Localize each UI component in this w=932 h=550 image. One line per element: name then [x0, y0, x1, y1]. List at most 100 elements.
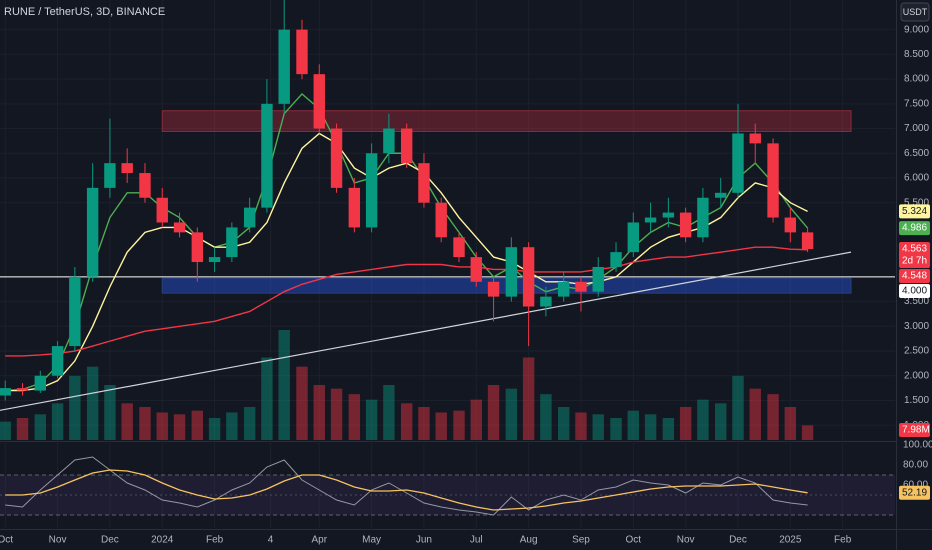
- x-tick-label: Oct: [0, 535, 13, 546]
- candle-body: [69, 276, 81, 347]
- rsi-line: [5, 456, 808, 516]
- y-tick-label: 8.000: [904, 74, 929, 85]
- y-tick-label: 3.000: [904, 321, 929, 332]
- price-label-box: [899, 204, 930, 219]
- candle-body: [435, 202, 447, 238]
- volume-bar: [801, 425, 814, 440]
- x-tick-label: Apr: [311, 535, 327, 546]
- candle-body: [156, 197, 168, 223]
- price-label: 4.548: [902, 271, 927, 282]
- currency-button[interactable]: [900, 2, 930, 22]
- volume-label: 7.98M: [902, 425, 930, 436]
- y-tick-label: 1.500: [904, 395, 929, 406]
- price-label-box: [899, 221, 930, 236]
- candle-body: [383, 128, 395, 154]
- x-tick-label: Oct: [626, 535, 642, 546]
- volume-bar: [330, 388, 343, 440]
- volume-bar: [51, 403, 64, 440]
- volume-bar: [592, 414, 604, 440]
- volume-label-box: [899, 423, 930, 437]
- x-tick-label: Aug: [520, 535, 538, 546]
- price-label-box: [899, 242, 930, 269]
- volume-bar: [86, 366, 99, 440]
- x-tick-label: Nov: [49, 535, 67, 546]
- x-tick-label: Nov: [677, 535, 695, 546]
- y-tick-label: 3.500: [904, 296, 929, 307]
- candle-body: [16, 388, 29, 391]
- volume-bar: [208, 418, 221, 440]
- y-tick-label: 2.000: [904, 370, 929, 381]
- candle-body: [348, 187, 361, 228]
- candle-body: [697, 197, 709, 238]
- y-tick-label: 9.000: [904, 24, 929, 35]
- candle-body: [592, 266, 604, 292]
- volume-bar: [557, 407, 570, 440]
- candle-body: [749, 133, 761, 144]
- y-tick-label: 8.500: [904, 49, 929, 60]
- candle-body: [453, 237, 465, 258]
- volume-bar: [156, 412, 168, 440]
- candle-body: [557, 281, 570, 297]
- candle-body: [139, 173, 151, 198]
- candle-body: [540, 296, 552, 307]
- currency-label[interactable]: USDT: [903, 7, 928, 17]
- price-label-box: [899, 284, 930, 299]
- candle-body: [243, 207, 256, 228]
- volume-bar: [0, 421, 11, 440]
- candle-body: [505, 247, 518, 297]
- candle-body: [34, 375, 47, 391]
- candle-body: [365, 153, 378, 228]
- candle-body: [208, 257, 221, 263]
- moving-average: [5, 246, 808, 357]
- candle-body: [487, 281, 500, 297]
- candle-body: [662, 212, 675, 218]
- candle-body: [418, 163, 430, 203]
- volume-bar: [139, 407, 151, 440]
- x-tick-label: Jul: [470, 535, 483, 546]
- volume-bar: [400, 403, 413, 440]
- volume-bar: [767, 394, 779, 440]
- rsi-ma-line: [5, 469, 808, 511]
- rsi-ma-label: 52.19: [902, 487, 927, 498]
- volume-bar: [104, 385, 116, 440]
- volume-bar: [121, 403, 133, 440]
- candle-body: [261, 103, 273, 208]
- volume-bar: [383, 385, 395, 440]
- candle-body: [86, 187, 99, 277]
- price-label: 5.324: [902, 206, 927, 217]
- volume-bar: [784, 407, 797, 440]
- candle-body: [51, 346, 64, 376]
- rsi-tick-label: 80.00: [903, 460, 928, 471]
- price-label: 4.986: [902, 223, 927, 234]
- y-tick-label: 5.500: [904, 197, 929, 208]
- volume-bar: [365, 399, 378, 440]
- y-tick-label: 7.500: [904, 98, 929, 109]
- candle-body: [610, 252, 622, 267]
- y-tick-label: 6.500: [904, 148, 929, 159]
- volume-bar: [313, 385, 325, 440]
- x-tick-label: 2024: [151, 535, 174, 546]
- volume-bar: [418, 407, 430, 440]
- price-label-box: [899, 269, 930, 284]
- candle-body: [330, 128, 343, 188]
- x-tick-label: Feb: [206, 535, 224, 546]
- volume-bar: [173, 414, 186, 440]
- x-tick-label: 2025: [779, 535, 802, 546]
- candle-body: [575, 281, 587, 292]
- volume-bar: [470, 399, 482, 440]
- candle-body: [715, 192, 727, 198]
- volume-bar: [69, 375, 81, 440]
- volume-bar: [749, 388, 761, 440]
- volume-bar: [715, 403, 727, 440]
- x-tick-label: Sep: [572, 535, 590, 546]
- candle-body: [191, 232, 204, 263]
- volume-bar: [348, 394, 361, 440]
- volume-bar: [644, 414, 657, 440]
- candle-body: [278, 29, 290, 104]
- y-tick-label: 7.000: [904, 123, 929, 134]
- price-label: 4.000: [902, 286, 927, 297]
- volume-bar: [261, 357, 273, 440]
